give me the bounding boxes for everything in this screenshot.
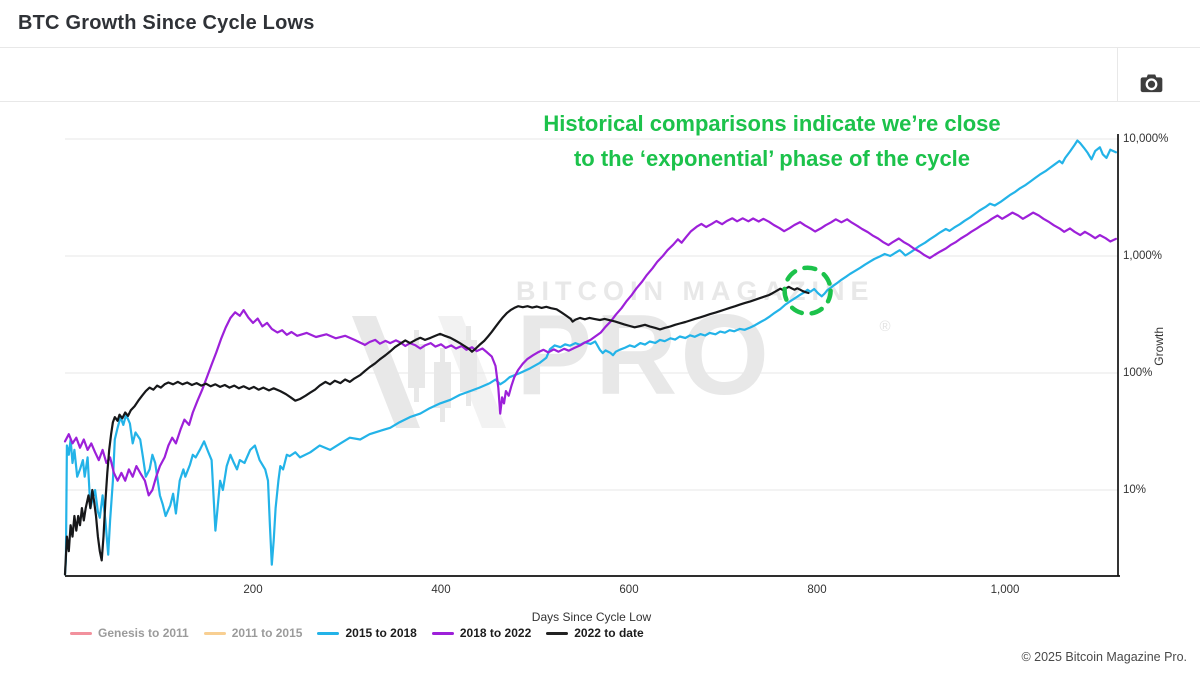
- page-title: BTC Growth Since Cycle Lows: [18, 12, 315, 34]
- legend-label: 2018 to 2022: [459, 626, 532, 640]
- x-axis-tick-label: 200: [243, 584, 263, 596]
- bitcoin-magazine-pro-watermark: BITCOIN MAGAZINE PRO ®: [350, 276, 891, 433]
- series-line-2015-to-2018[interactable]: [63, 139, 1118, 576]
- registered-trademark-symbol: ®: [879, 318, 891, 335]
- annotation-highlight-circle: [782, 265, 833, 316]
- legend-item-2011-to-2015[interactable]: 2011 to 2015: [203, 626, 303, 640]
- toolbar-divider: [0, 101, 1200, 102]
- annotation-line1: Historical comparisons indicate we’re cl…: [543, 111, 1001, 136]
- legend-swatch: [203, 631, 226, 635]
- copyright-text: © 2025 Bitcoin Magazine Pro.: [1021, 650, 1187, 664]
- toolbar-vertical-divider: [1117, 48, 1118, 101]
- screenshot-camera-button[interactable]: [1136, 70, 1166, 98]
- y-axis-tick-label: 1,000%: [1123, 250, 1163, 262]
- y-axis-tick-label: 10,000%: [1123, 133, 1169, 145]
- legend-label: 2011 to 2015: [231, 626, 303, 640]
- legend-label: 2022 to date: [574, 626, 644, 640]
- x-axis-tick-label: 1,000: [990, 584, 1020, 596]
- legend-item-2015-to-2018[interactable]: 2015 to 2018: [317, 626, 417, 640]
- x-axis-tick-label: 400: [431, 584, 451, 596]
- legend-swatch: [546, 631, 569, 635]
- header-divider: [0, 47, 1200, 48]
- y-axis-tick-label: 100%: [1123, 367, 1153, 379]
- series-line-2018-to-2022[interactable]: [63, 211, 1118, 497]
- legend-label: 2015 to 2018: [345, 626, 417, 640]
- annotation-text: Historical comparisons indicate we’re cl…: [468, 106, 1076, 176]
- y-axis-tick-label: 10%: [1123, 484, 1147, 496]
- x-axis-tick-label: 800: [807, 584, 827, 596]
- watermark-text-line2: PRO: [516, 292, 773, 419]
- legend-item-genesis-to-2011[interactable]: Genesis to 2011: [70, 626, 189, 640]
- legend-swatch: [431, 631, 454, 635]
- legend-item-2018-to-2022[interactable]: 2018 to 2022: [431, 626, 532, 640]
- legend-label: Genesis to 2011: [98, 626, 189, 640]
- x-axis-tick-label: 600: [619, 584, 639, 596]
- y-axis-title: Growth: [1152, 327, 1166, 366]
- series-line-2022-to-date[interactable]: [63, 285, 810, 576]
- camera-icon: [1138, 74, 1165, 99]
- legend-swatch: [317, 631, 340, 635]
- annotation-line2: to the ‘exponential’ phase of the cycle: [573, 146, 971, 171]
- legend-swatch: [70, 631, 92, 635]
- chart-legend: Genesis to 2011 2011 to 2015 2015 to 2018 2…: [70, 626, 644, 640]
- x-axis-title: Days Since Cycle Low: [531, 610, 652, 624]
- legend-item-2022-to-date[interactable]: 2022 to date: [546, 626, 644, 640]
